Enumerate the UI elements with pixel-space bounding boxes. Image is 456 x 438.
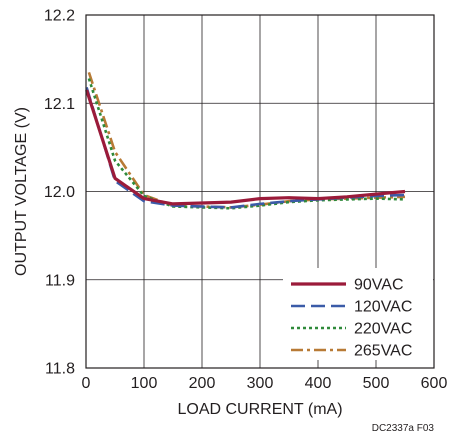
series-line-120vac: [85, 87, 406, 209]
series-lines: [85, 71, 406, 210]
series-line-90vac: [85, 89, 406, 206]
tick-labels: 0 100 200 300 400 500 600 11.8 11.9 12.0 12.1 12.2: [44, 8, 448, 393]
x-tick-label: 400: [305, 375, 332, 392]
plot-area-frame: [85, 14, 435, 369]
y-tick-label: 11.9: [45, 272, 75, 289]
x-tick-label: 100: [131, 375, 158, 392]
figure-code-footnote: DC2337a F03: [372, 423, 435, 434]
series-line-220vac: [87, 78, 406, 210]
y-axis-title: OUTPUT VOLTAGE (V): [13, 107, 30, 276]
y-tick-label: 12.1: [44, 96, 75, 113]
legend-label-120vac: 120VAC: [354, 299, 412, 316]
y-tick-label: 12.0: [44, 184, 75, 201]
x-tick-label: 600: [421, 375, 448, 392]
legend-label-265vac: 265VAC: [354, 343, 412, 360]
y-tick-label: 12.2: [44, 8, 75, 25]
x-tick-label: 500: [363, 375, 390, 392]
legend-label-90vac: 90VAC: [354, 277, 404, 294]
grid-lines: [86, 15, 434, 368]
x-tick-label: 300: [247, 375, 274, 392]
x-axis-title: LOAD CURRENT (mA): [177, 401, 342, 418]
y-tick-label: 11.8: [45, 361, 75, 378]
x-tick-label: 200: [189, 375, 216, 392]
legend: 90VAC 120VAC 220VAC 265VAC: [283, 268, 433, 360]
legend-label-220vac: 220VAC: [354, 321, 412, 338]
x-tick-label: 0: [82, 375, 91, 392]
